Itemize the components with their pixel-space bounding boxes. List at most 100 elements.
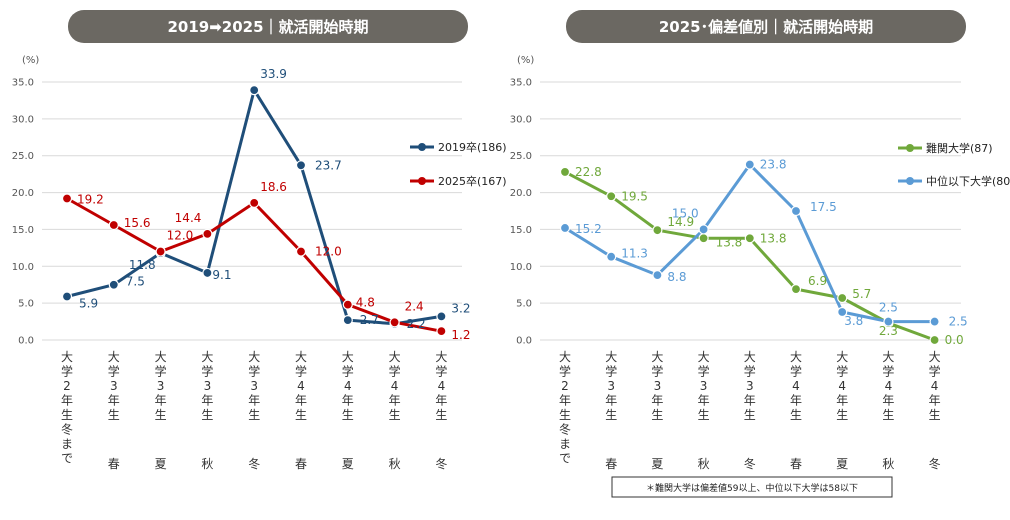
y-tick-label: 0.0 — [516, 336, 532, 347]
data-point — [389, 317, 400, 328]
x-tick-char: 大 — [389, 350, 401, 364]
x-tick-char: 夏 — [651, 457, 663, 471]
x-tick-char: 冬 — [435, 456, 447, 471]
x-tick-char: 夏 — [836, 457, 848, 471]
data-label: 6.9 — [808, 274, 827, 288]
data-point — [883, 316, 894, 327]
data-points-right — [559, 159, 940, 346]
x-tick-char: 3 — [654, 379, 662, 393]
legend-item-0: 難関大学(87) — [898, 141, 993, 155]
x-axis-left: 大学2年生冬まで大学3年生春大学3年生夏大学3年生秋大学3年生冬大学4年生春大学… — [61, 350, 447, 471]
data-label: 23.8 — [760, 158, 787, 172]
x-tick-char: 生 — [790, 408, 802, 422]
x-tick-char: 生 — [108, 408, 120, 422]
x-tick-char: 年 — [389, 394, 401, 408]
title-banner-left — [68, 10, 468, 43]
data-point — [837, 292, 848, 304]
x-tick-char: 年 — [108, 394, 120, 408]
data-point — [108, 219, 119, 231]
x-tick-char: 生 — [61, 408, 73, 422]
x-tick-char: 4 — [931, 379, 939, 393]
data-point — [559, 222, 571, 234]
gridlines-right — [540, 81, 961, 341]
data-label: 3.2 — [451, 301, 470, 315]
x-tick-char: 学 — [201, 364, 213, 379]
note-box — [611, 476, 893, 498]
x-tick-char: 4 — [838, 379, 846, 393]
data-labels-left: 5.9 7.5 11.8 9.1 33.9 23.7 2.7 2.2 3.2 19.2 15.6 12… — [77, 67, 470, 342]
legend-label: 2025卒(167) — [438, 174, 507, 188]
x-tick-char: 大 — [435, 350, 447, 364]
chart-title-right: 2025･偏差値別｜就活開始時期 — [659, 18, 873, 36]
x-tick-char: で — [61, 452, 73, 466]
data-point — [790, 205, 802, 217]
data-point — [790, 284, 802, 295]
data-point — [108, 279, 119, 290]
x-tick-char: 4 — [344, 379, 352, 393]
data-label: 15.0 — [672, 206, 699, 220]
x-tick-char: 年 — [201, 394, 213, 408]
x-tick-char: で — [559, 452, 571, 466]
x-tick-char: 学 — [295, 364, 307, 379]
data-label: 13.8 — [716, 235, 743, 249]
y-unit-left: (%) — [22, 55, 39, 66]
x-tick-char: 年 — [61, 394, 73, 408]
legend-right: 難関大学(87) 中位以下大学(80) — [898, 141, 1010, 188]
legend-swatch-marker — [906, 144, 914, 152]
data-label: 17.5 — [810, 200, 837, 214]
x-tick-char: 学 — [435, 364, 447, 379]
data-label: 12.0 — [167, 229, 194, 243]
y-tick-label: 0.0 — [18, 336, 34, 347]
x-tick-char: 学 — [389, 364, 401, 379]
data-point — [436, 326, 447, 337]
x-tick-char: 大 — [61, 350, 73, 364]
series-lines-left — [66, 88, 442, 333]
data-point — [342, 314, 353, 326]
x-tick-char: 学 — [744, 364, 756, 379]
data-label: 2.7 — [360, 313, 379, 327]
data-point — [202, 267, 213, 279]
data-point — [202, 228, 213, 239]
y-axis-right: 0.0 5.0 10.0 15.0 20.0 25.0 30.0 35.0 — [510, 78, 532, 347]
x-tick-char: 生 — [698, 408, 710, 422]
data-label: 15.2 — [575, 222, 602, 236]
legend-label: 中位以下大学(80) — [926, 174, 1010, 188]
x-tick-char: 生 — [342, 408, 354, 422]
legend-label: 難関大学(87) — [926, 141, 993, 155]
data-label: 3.8 — [844, 314, 863, 328]
x-tick-char: 年 — [605, 394, 617, 408]
x-axis-right: 大学2年生冬まで大学3年生春大学3年生夏大学3年生秋大学3年生冬大学4年生春大学… — [559, 350, 941, 471]
x-tick-char: 生 — [836, 408, 848, 422]
x-tick-char: 秋 — [389, 457, 401, 471]
data-label: 2.4 — [405, 299, 424, 313]
data-point — [155, 246, 166, 257]
y-tick-label: 10.0 — [12, 262, 34, 273]
x-tick-char: 3 — [157, 379, 165, 393]
x-tick-char: 大 — [744, 350, 756, 364]
note-text: ＊難関大学は偏差値59以上、中位以下大学は58以下 — [646, 482, 858, 494]
data-point — [698, 233, 709, 244]
x-tick-char: 生 — [882, 408, 894, 422]
data-point — [837, 306, 848, 318]
x-tick-char: 学 — [790, 364, 802, 379]
y-unit-right: (%) — [517, 55, 534, 66]
x-tick-char: 冬 — [248, 456, 260, 471]
x-tick-char: 春 — [790, 457, 802, 471]
data-label: 11.8 — [129, 258, 156, 272]
x-tick-char: 大 — [295, 350, 307, 364]
x-tick-char: 大 — [651, 350, 663, 364]
data-label: 15.6 — [124, 216, 151, 230]
data-label: 12.0 — [315, 245, 342, 259]
y-tick-label: 10.0 — [510, 262, 532, 273]
y-axis-left: 0.0 5.0 10.0 15.0 20.0 25.0 30.0 35.0 — [12, 78, 34, 347]
x-tick-char: 学 — [108, 364, 120, 379]
data-label: 7.5 — [126, 275, 145, 289]
